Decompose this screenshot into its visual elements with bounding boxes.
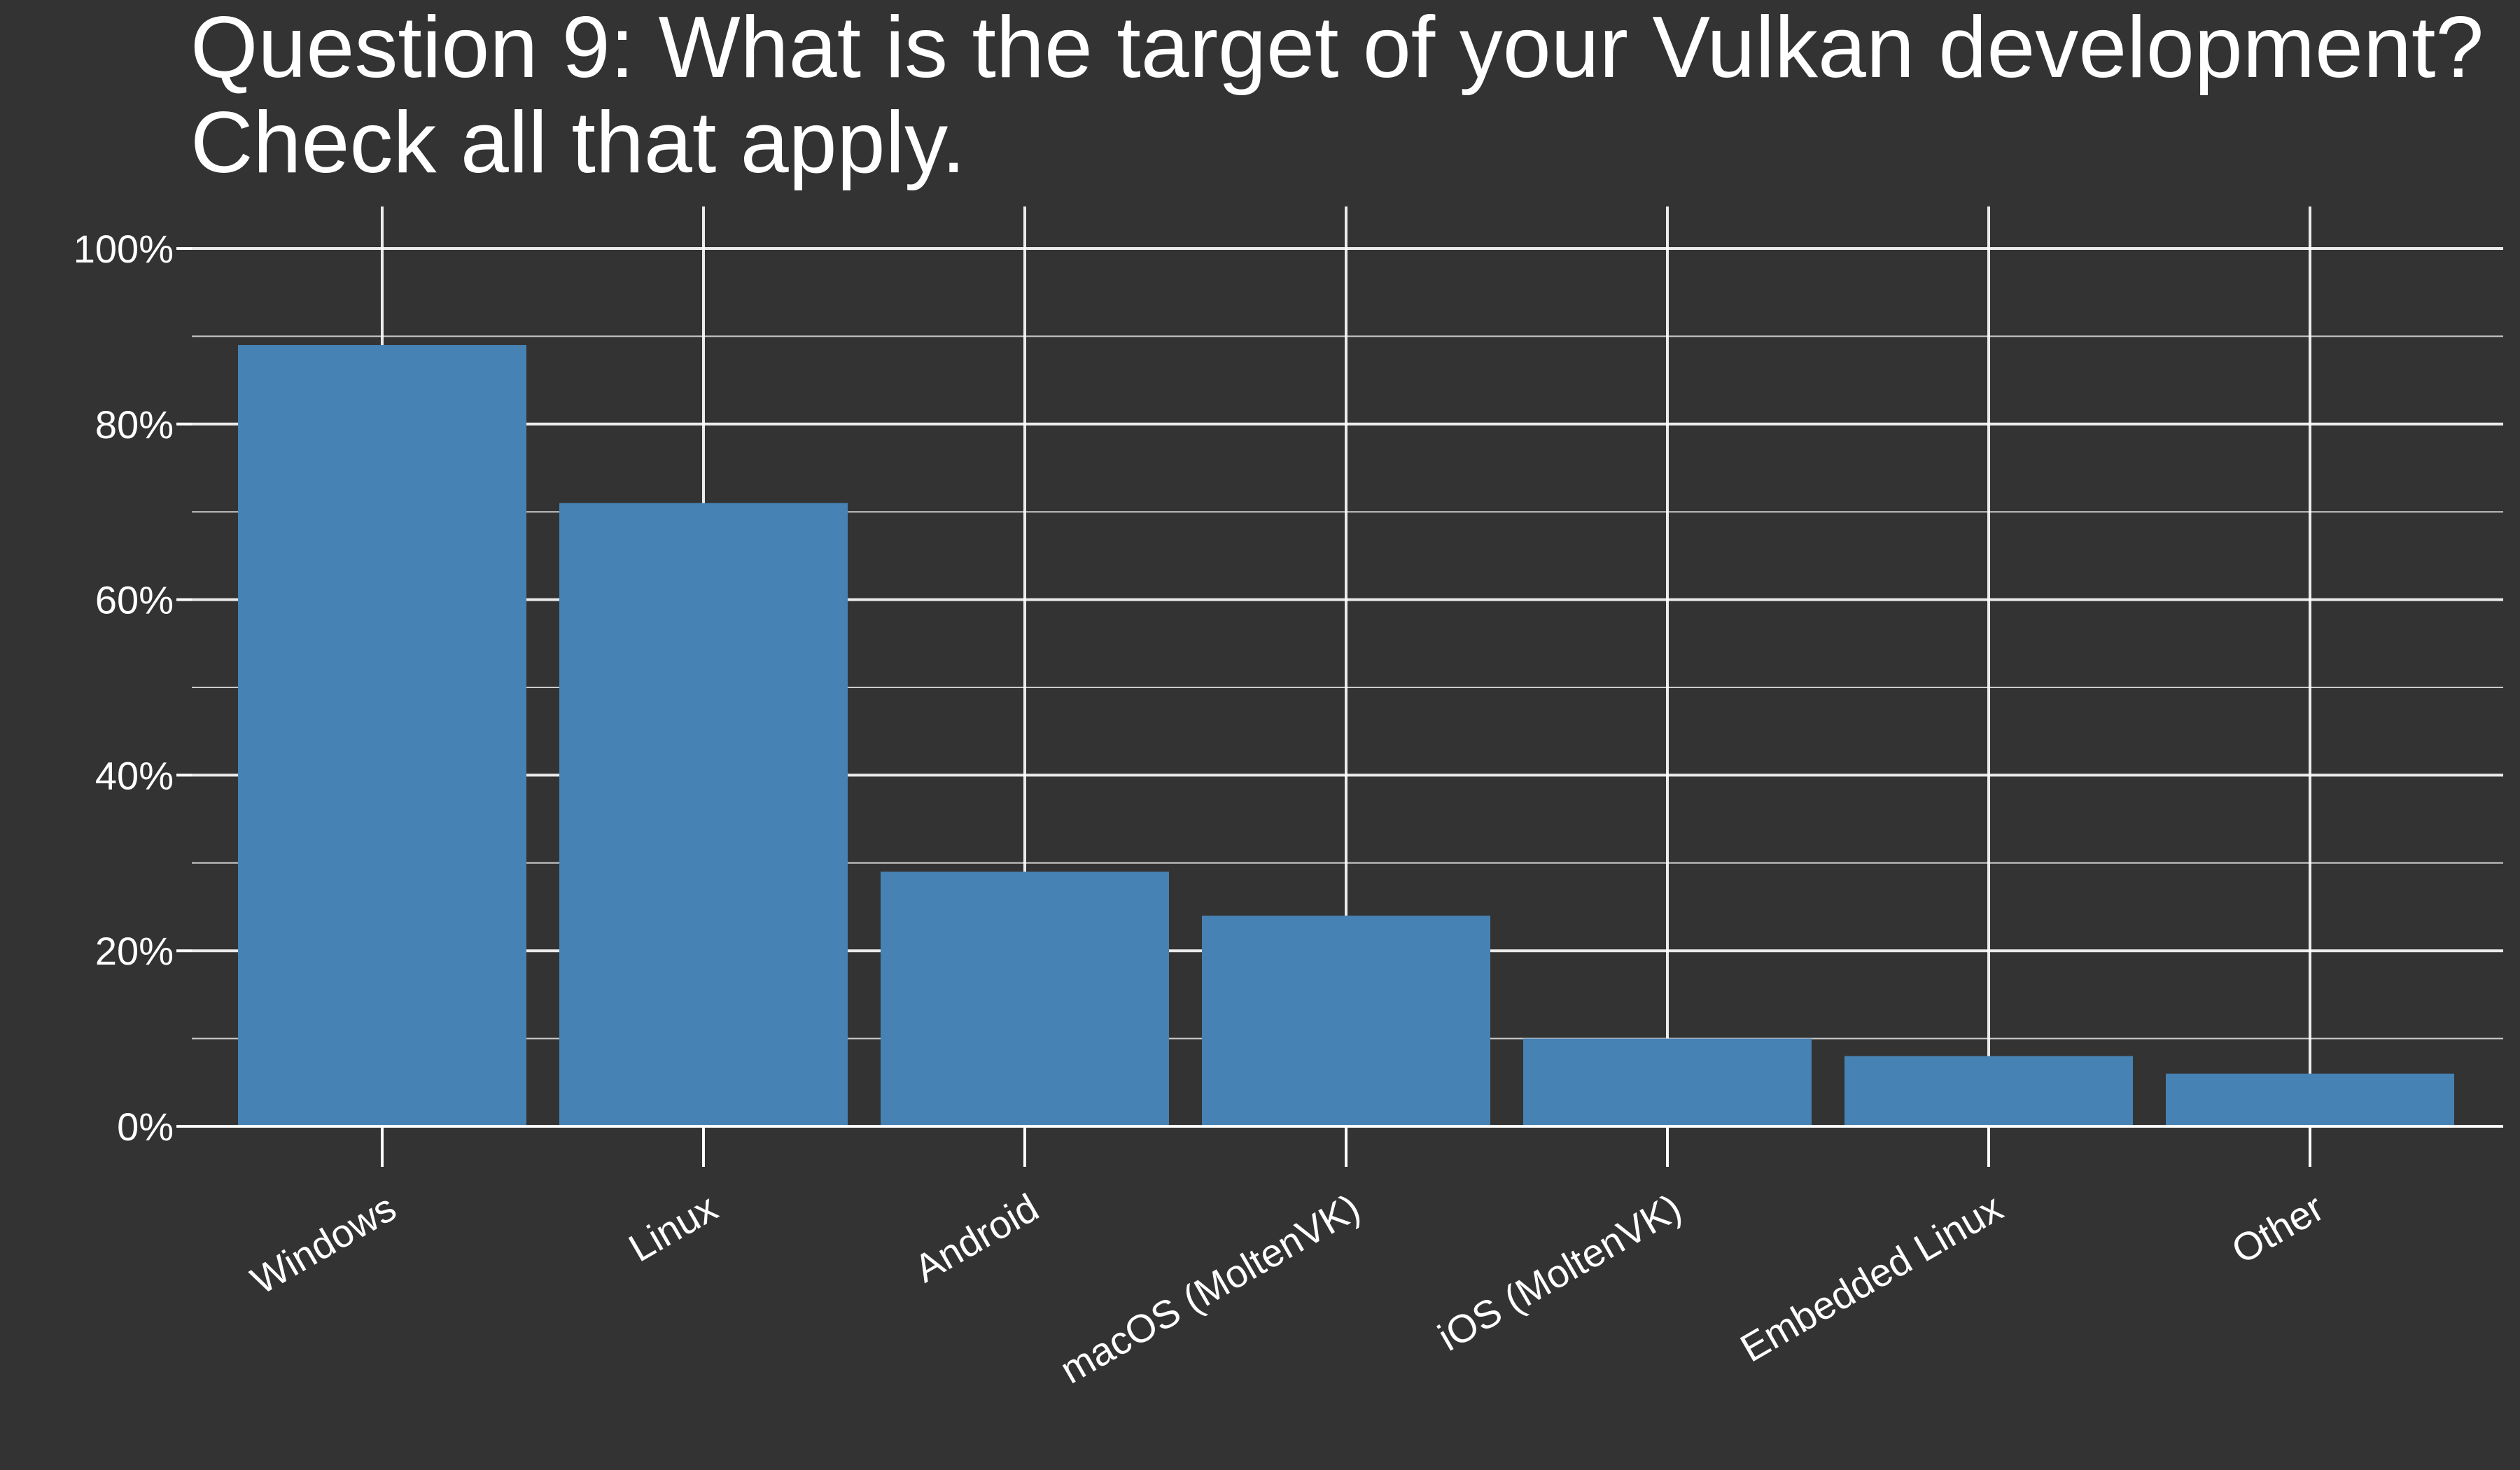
chart-subtitle: Check all that apply. xyxy=(190,94,965,191)
y-tick-label: 60% xyxy=(95,578,174,622)
y-axis: 0% 20% 40% 60% 80% 100% xyxy=(74,227,2503,1149)
bar-macos-moltenvk xyxy=(1202,916,1490,1126)
bars xyxy=(238,344,2454,1127)
y-tick-label: 80% xyxy=(95,402,174,447)
bar-other xyxy=(2166,1073,2454,1126)
bar-windows xyxy=(238,344,526,1127)
y-tick-label: 0% xyxy=(117,1105,174,1149)
bar-embedded-linux xyxy=(1844,1056,2133,1126)
bar-android xyxy=(881,872,1169,1126)
bar-linux xyxy=(559,503,848,1126)
bar-ios-moltenvk xyxy=(1523,1038,1812,1126)
y-tick-label: 20% xyxy=(95,929,174,973)
y-tick-label: 40% xyxy=(95,753,174,797)
chart-title: Question 9: What is the target of your V… xyxy=(190,0,2484,96)
y-tick-label: 100% xyxy=(74,227,174,271)
